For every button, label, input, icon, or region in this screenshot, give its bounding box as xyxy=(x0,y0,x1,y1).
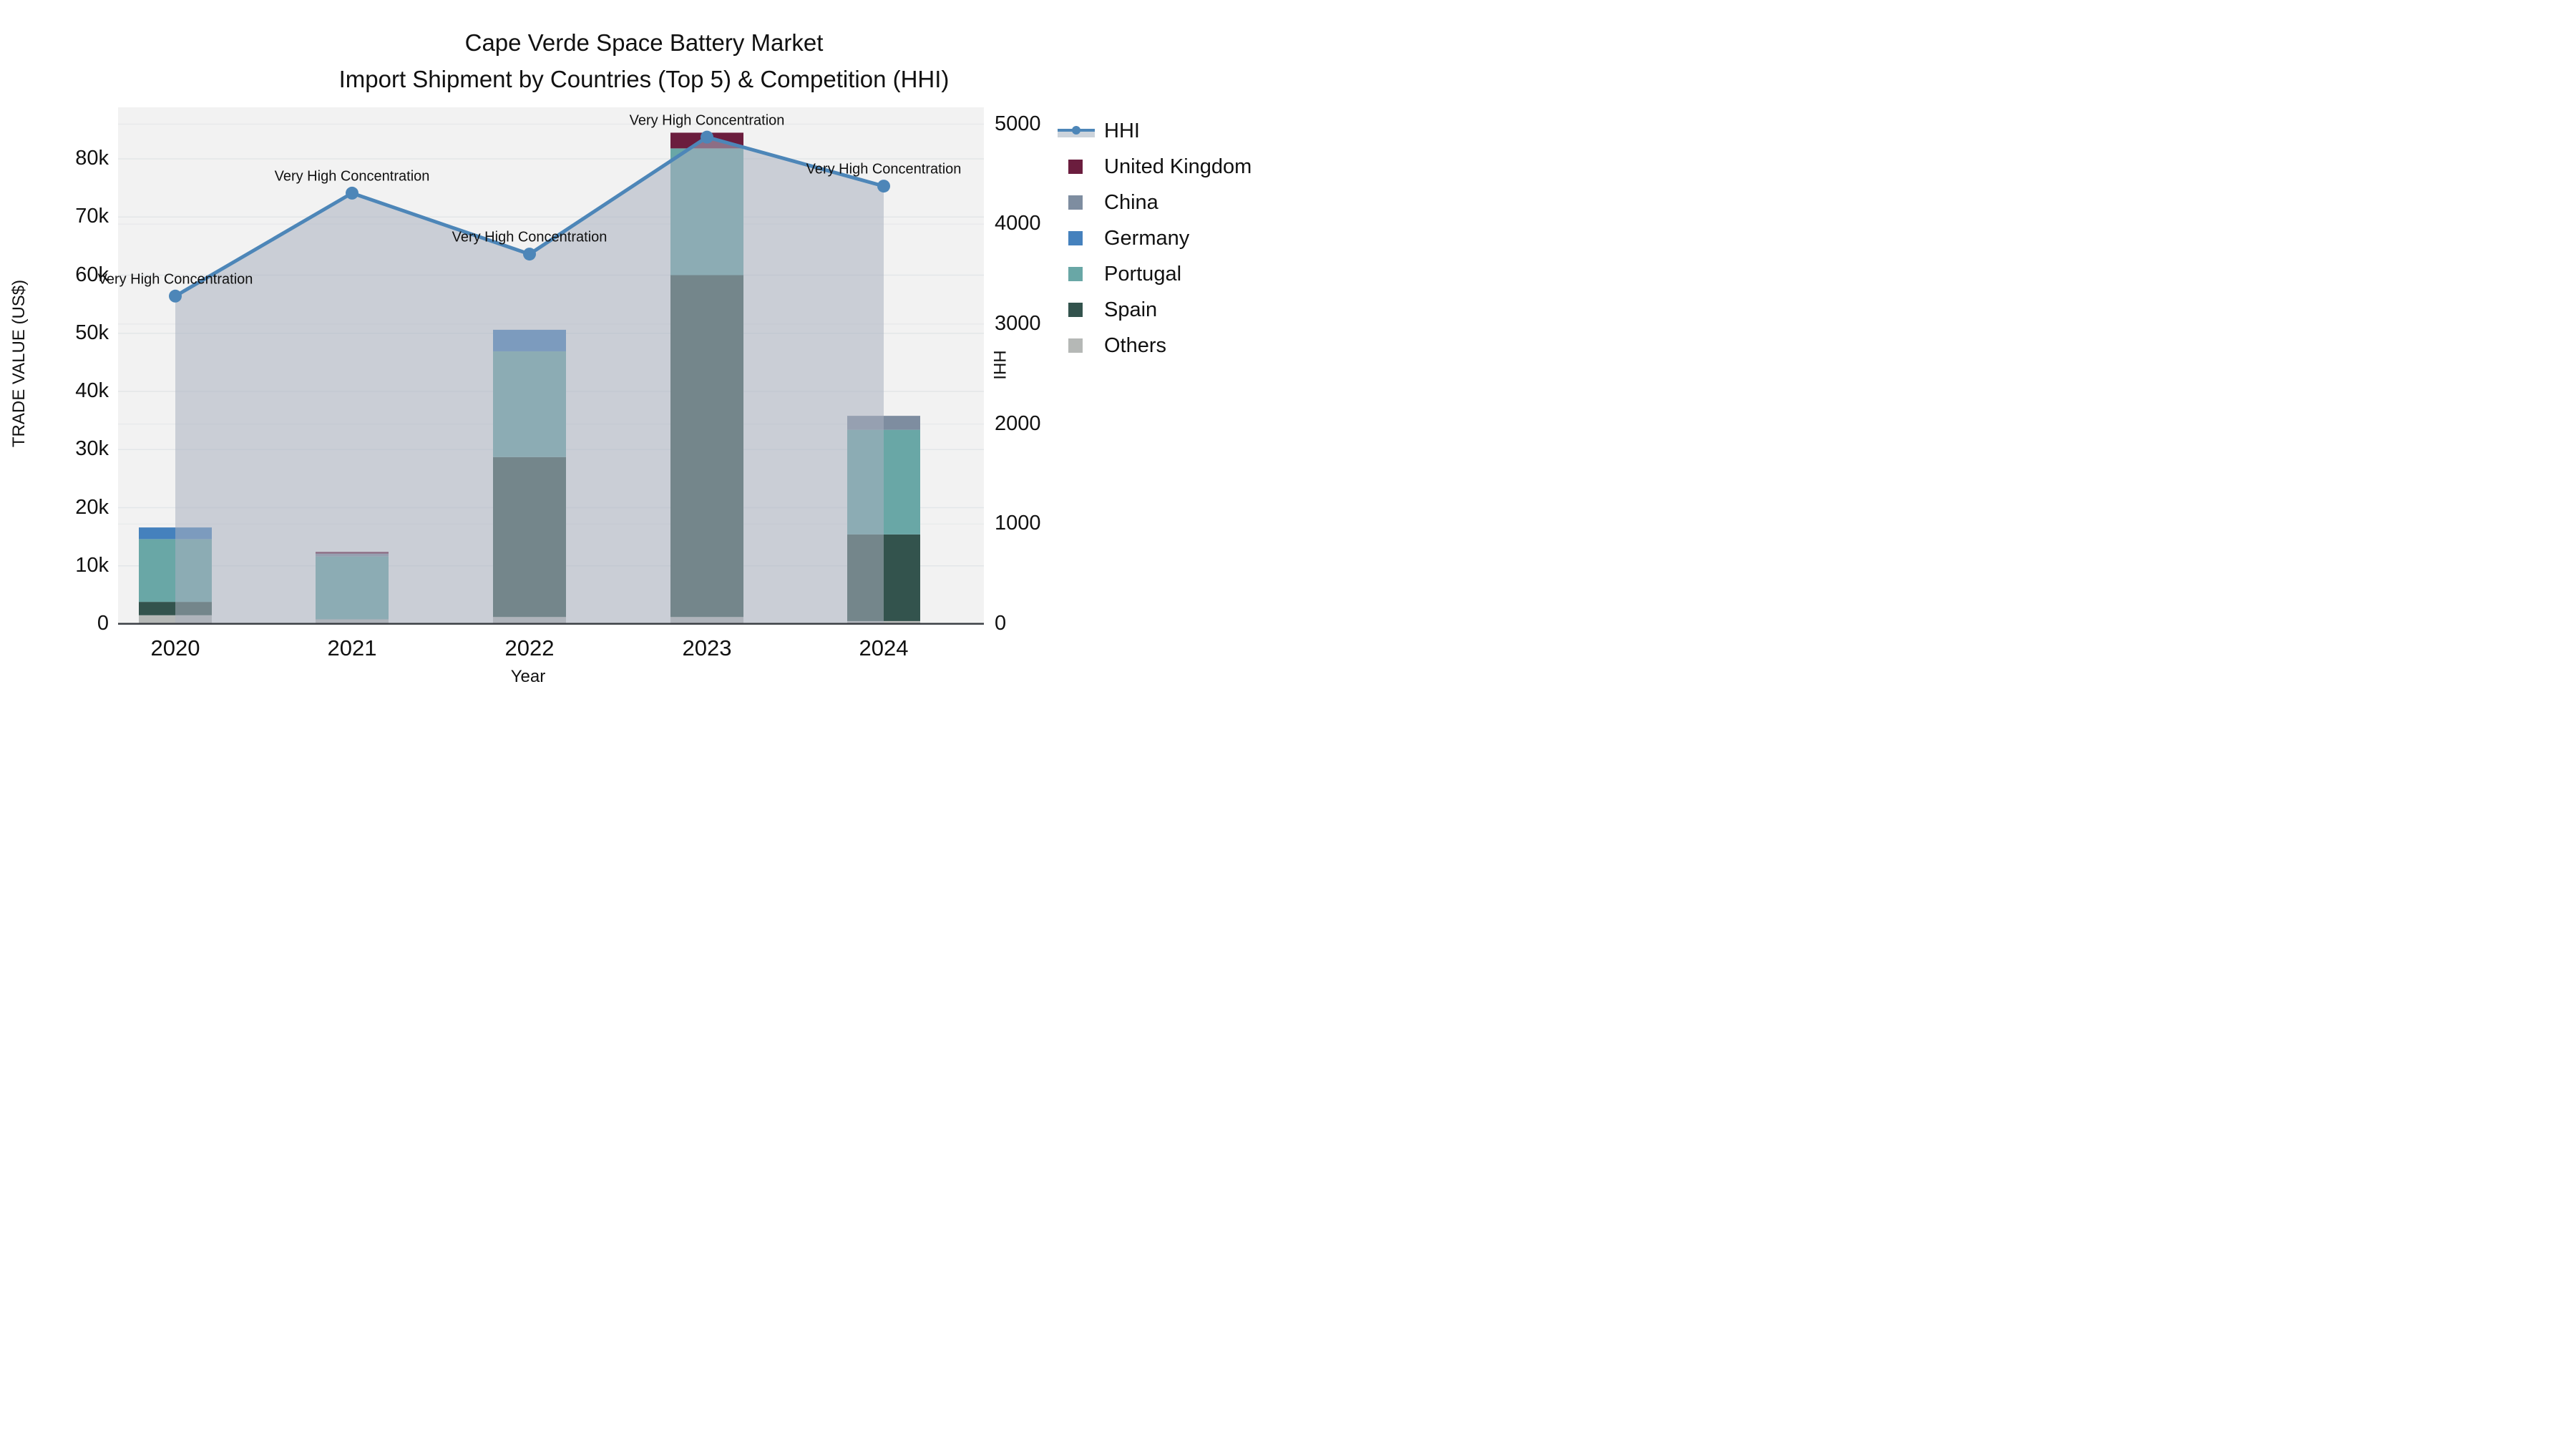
x-tick-2020: 2020 xyxy=(150,635,200,660)
chart-title-line2: Import Shipment by Countries (Top 5) & C… xyxy=(338,66,950,92)
legend-swatch-others xyxy=(1068,338,1083,353)
x-tick-2022: 2022 xyxy=(504,635,555,660)
left-tick-60k: 60k xyxy=(75,263,109,286)
left-tick-50k: 50k xyxy=(75,321,109,344)
x-tick-2023: 2023 xyxy=(682,635,732,660)
legend-label: Germany xyxy=(1104,226,1190,250)
chart-canvas xyxy=(118,123,984,625)
annotation-2020: Very High Concentration xyxy=(97,271,253,288)
right-tick-0: 0 xyxy=(995,611,1007,635)
legend-label: United Kingdom xyxy=(1104,155,1252,178)
legend-swatch-united-kingdom xyxy=(1068,160,1083,174)
figure: Cape Verde Space Battery Market Import S… xyxy=(0,0,1288,725)
legend-label: Portugal xyxy=(1104,262,1182,286)
right-tick-4000: 4000 xyxy=(995,212,1041,235)
left-tick-30k: 30k xyxy=(75,437,109,461)
hhi-marker-2024 xyxy=(877,180,890,193)
legend-item-germany[interactable]: Germany xyxy=(1058,220,1252,256)
annotation-2023: Very High Concentration xyxy=(629,112,785,129)
left-tick-80k: 80k xyxy=(75,146,109,170)
legend-item-hhi[interactable]: HHI xyxy=(1058,113,1252,149)
legend-item-china[interactable]: China xyxy=(1058,185,1252,220)
annotation-2021: Very High Concentration xyxy=(274,168,430,185)
right-axis-title: HHI xyxy=(990,350,1009,380)
hhi-marker-2023 xyxy=(701,130,713,144)
left-tick-10k: 10k xyxy=(75,553,109,577)
left-tick-40k: 40k xyxy=(75,379,109,402)
annotation-2022: Very High Concentration xyxy=(452,229,608,245)
legend-item-united-kingdom[interactable]: United Kingdom xyxy=(1058,149,1252,185)
right-tick-1000: 1000 xyxy=(995,512,1041,535)
right-tick-2000: 2000 xyxy=(995,411,1041,435)
legend-item-others[interactable]: Others xyxy=(1058,328,1252,364)
legend-swatch-spain xyxy=(1068,303,1083,317)
left-tick-70k: 70k xyxy=(75,205,109,228)
hhi-area xyxy=(175,137,884,624)
chart-title-line1: Cape Verde Space Battery Market xyxy=(464,29,824,56)
hhi-marker-2022 xyxy=(523,248,536,261)
annotation-2024: Very High Concentration xyxy=(806,161,962,177)
legend-label: Others xyxy=(1104,333,1167,357)
x-tick-2024: 2024 xyxy=(859,635,909,660)
x-tick-2021: 2021 xyxy=(327,635,377,660)
legend-item-portugal[interactable]: Portugal xyxy=(1058,256,1252,292)
right-tick-3000: 3000 xyxy=(995,311,1041,335)
left-tick-0: 0 xyxy=(97,611,109,635)
chart-title: Cape Verde Space Battery Market Import S… xyxy=(0,24,1288,97)
legend-item-spain[interactable]: Spain xyxy=(1058,292,1252,328)
left-axis-title: TRADE VALUE (US$) xyxy=(9,279,29,448)
legend-label: China xyxy=(1104,190,1158,214)
legend: HHI United Kingdom China Germany Portugal Spa… xyxy=(1058,113,1252,364)
legend-swatch-china xyxy=(1068,195,1083,210)
legend-swatch-portugal xyxy=(1068,267,1083,281)
left-tick-20k: 20k xyxy=(75,495,109,519)
hhi-line-icon xyxy=(1058,124,1095,138)
legend-label: HHI xyxy=(1104,119,1140,142)
legend-label: Spain xyxy=(1104,298,1158,321)
legend-swatch-germany xyxy=(1068,231,1083,245)
hhi-marker-2021 xyxy=(346,186,358,200)
hhi-marker-2020 xyxy=(169,289,182,303)
hhi-marker-sample xyxy=(1072,126,1080,135)
right-tick-5000: 5000 xyxy=(995,112,1041,135)
x-axis-title: Year xyxy=(510,667,546,686)
